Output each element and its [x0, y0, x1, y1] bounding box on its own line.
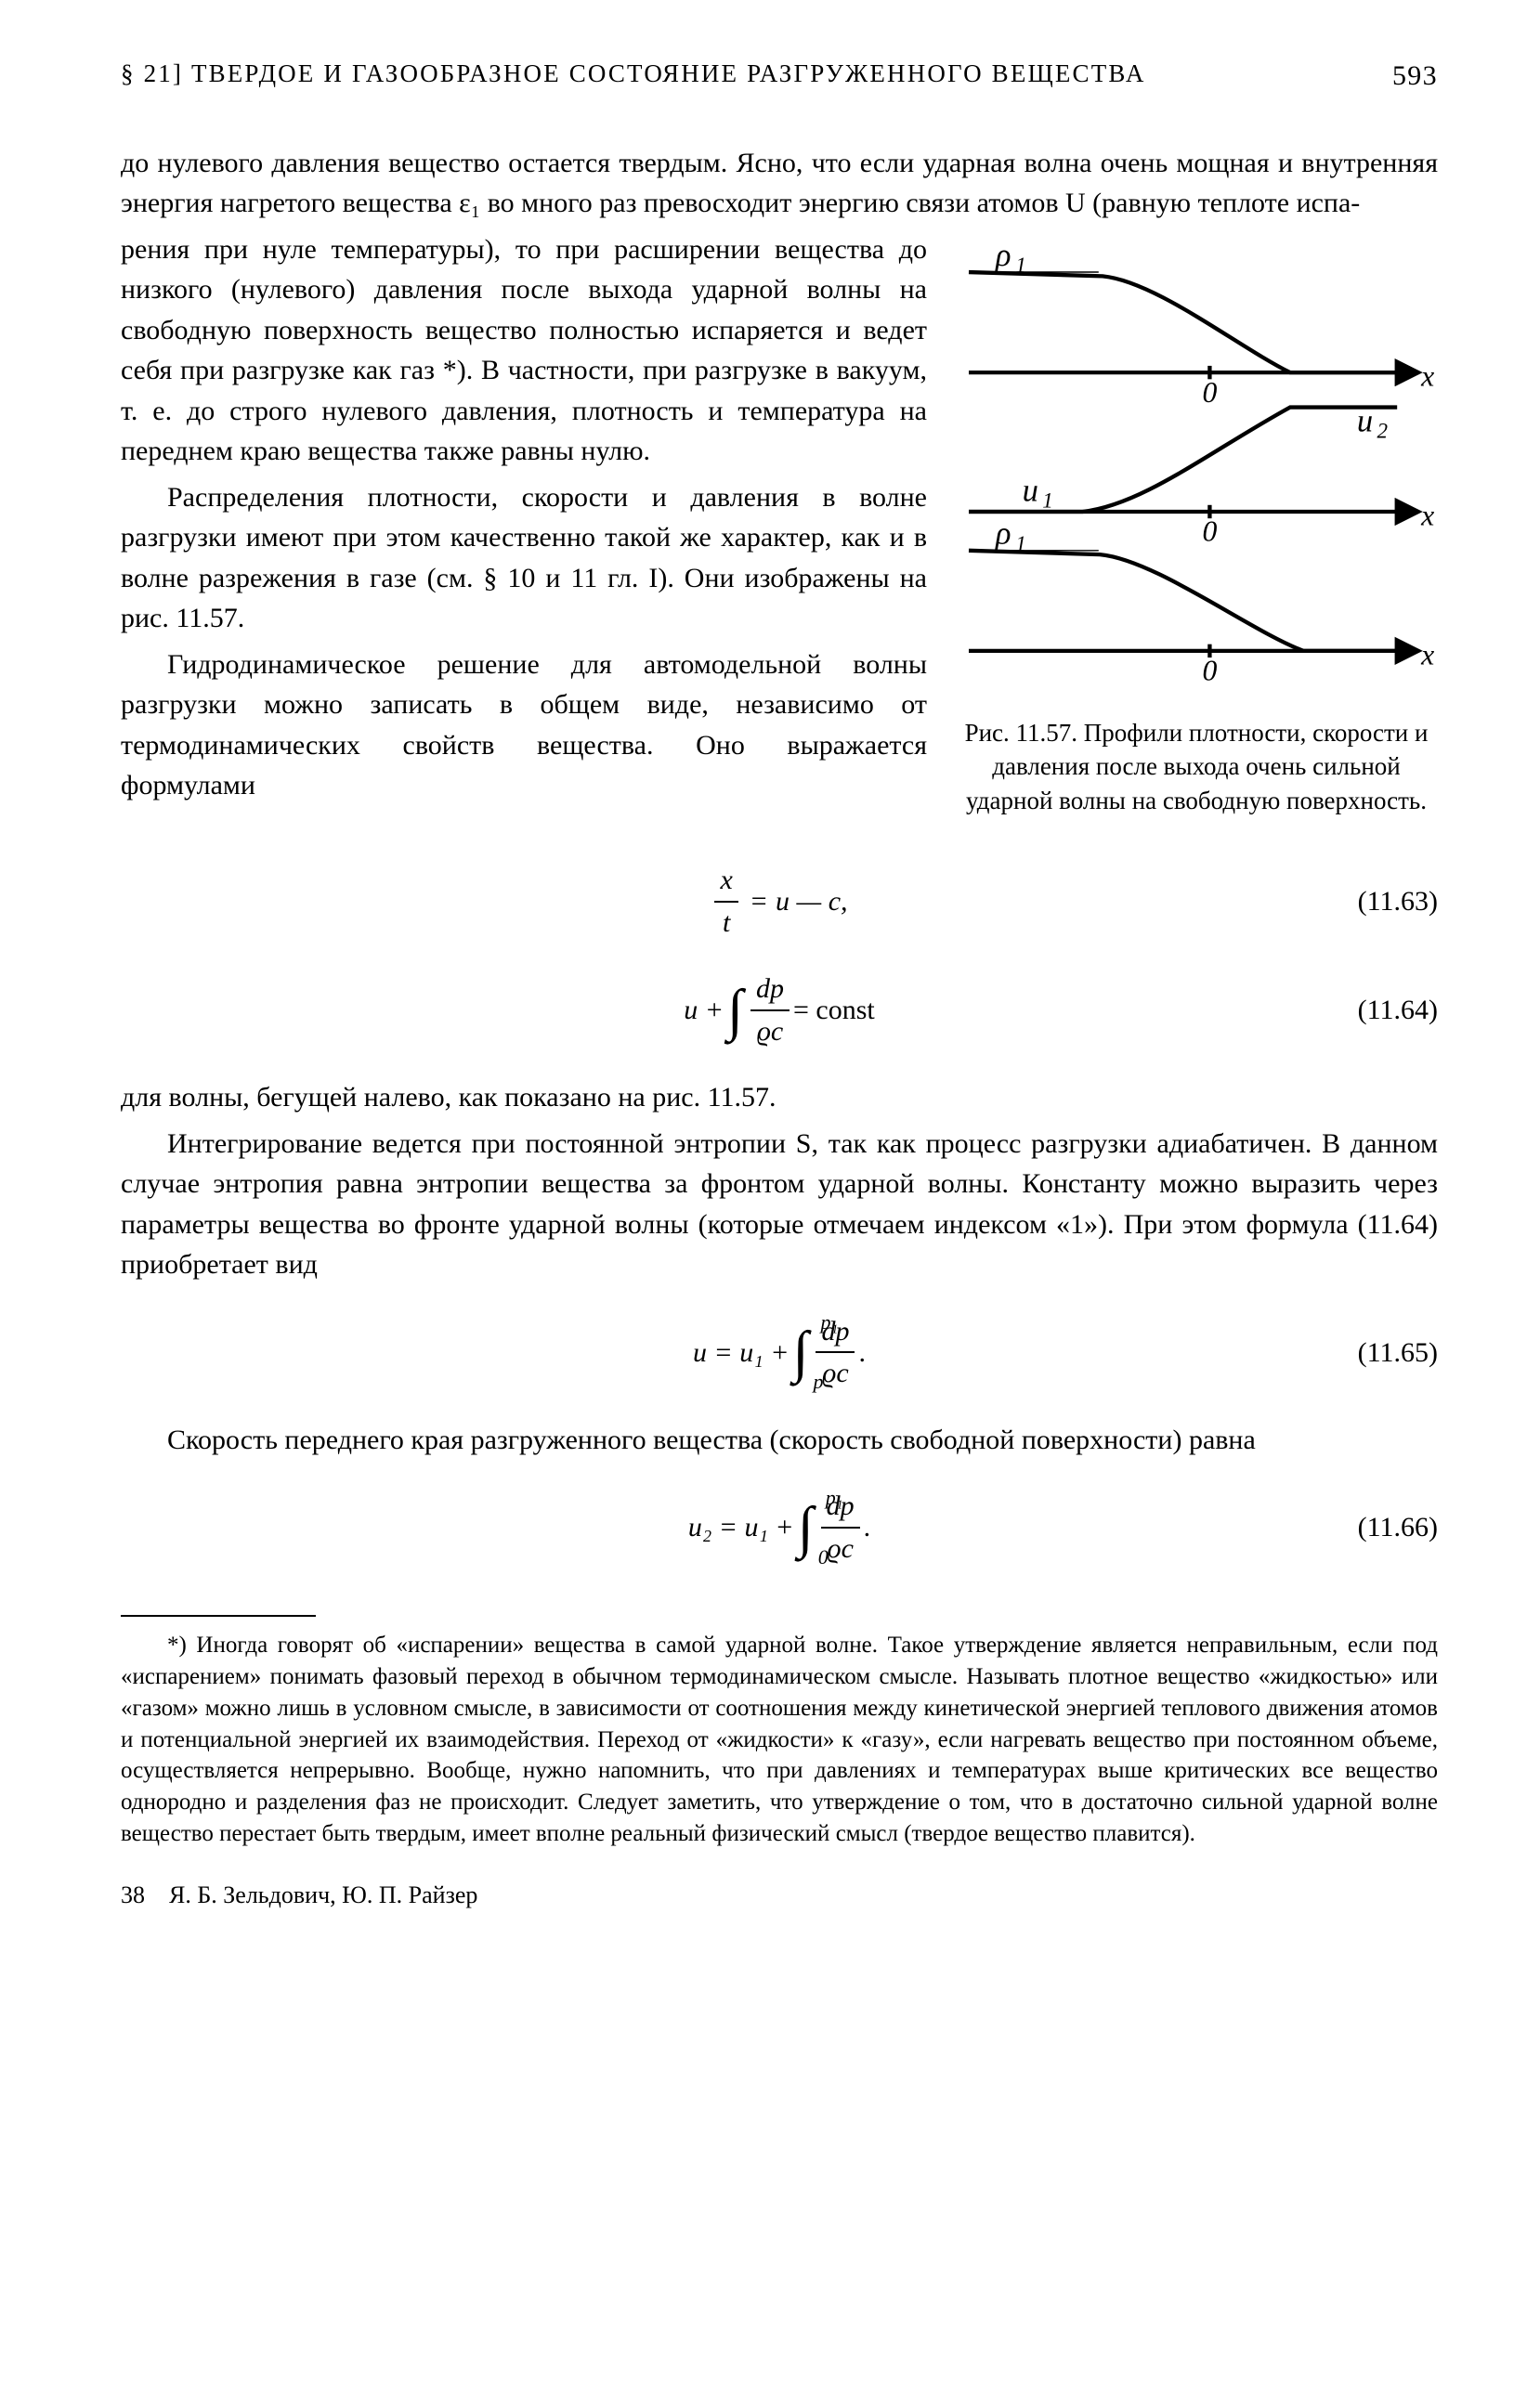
svg-text:2: 2	[1377, 418, 1389, 442]
eq64-fnum: dp	[750, 969, 790, 1011]
eq65-number: (11.65)	[1358, 1333, 1438, 1373]
eq64-rhs: = const	[793, 990, 875, 1031]
eq65-lhs: u = u₁ +	[693, 1333, 789, 1373]
svg-text:u: u	[1023, 473, 1038, 508]
equation-11-65: u = u₁ + ∫ p₁ p dp ϱc . (11.65)	[121, 1311, 1438, 1394]
svg-text:ρ: ρ	[995, 515, 1011, 551]
equation-11-64: u + ∫ dp ϱc = const (11.64)	[121, 969, 1438, 1051]
footer-signature: 38	[121, 1881, 145, 1908]
paragraph-5: для волны, бегущей налево, как показано …	[121, 1077, 1438, 1118]
svg-text:u: u	[1357, 403, 1373, 438]
svg-text:0: 0	[1202, 375, 1217, 408]
running-header: § 21] ТВЕРДОЕ И ГАЗООБРАЗНОЕ СОСТОЯНИЕ Р…	[121, 56, 1438, 97]
eq63-number: (11.63)	[1358, 881, 1438, 922]
eq64-number: (11.64)	[1358, 990, 1438, 1031]
eq66-lhs: u₂ = u₁ +	[688, 1507, 794, 1548]
paragraph-1: до нулевого давления вещество остается т…	[121, 143, 1438, 224]
eq63-num: x	[714, 860, 737, 903]
figure-svg: 0xρ10xu1u20xρ1	[955, 239, 1438, 694]
svg-text:0: 0	[1202, 514, 1217, 547]
eq66-number: (11.66)	[1358, 1507, 1438, 1548]
equation-11-66: u₂ = u₁ + ∫ p₁ 0 dp ϱc . (11.66)	[121, 1486, 1438, 1568]
footnote: *) Иногда говорят об «испарении» веществ…	[121, 1630, 1438, 1849]
eq64-lhs: u +	[684, 990, 724, 1031]
eq66-up: p₁	[826, 1488, 843, 1508]
svg-text:1: 1	[1015, 253, 1026, 277]
page: § 21] ТВЕРДОЕ И ГАЗООБРАЗНОЕ СОСТОЯНИЕ Р…	[0, 0, 1540, 1968]
eq65-lo: p	[813, 1372, 823, 1392]
svg-text:1: 1	[1015, 530, 1026, 554]
header-section: § 21] ТВЕРДОЕ И ГАЗООБРАЗНОЕ СОСТОЯНИЕ Р…	[121, 56, 1146, 97]
footnote-rule	[121, 1615, 316, 1617]
paragraph-6: Интегрирование ведется при постоянной эн…	[121, 1124, 1438, 1285]
svg-text:ρ: ρ	[995, 239, 1011, 273]
eq64-fden: ϱc	[750, 1011, 790, 1052]
eq63-rhs: u — c,	[776, 881, 848, 922]
wrap-text-figure: 0xρ10xu1u20xρ1 Рис. 11.57. Профили плотн…	[121, 229, 1438, 835]
eq63-den: t	[714, 903, 737, 944]
figure-caption: Рис. 11.57. Профили плотности, скорости …	[955, 716, 1438, 817]
svg-text:0: 0	[1202, 654, 1217, 686]
svg-text:x: x	[1420, 638, 1434, 670]
header-page-number: 593	[1392, 56, 1438, 97]
equation-11-63: x t = u — c, (11.63)	[121, 860, 1438, 943]
svg-text:x: x	[1420, 499, 1434, 531]
paragraph-7: Скорость переднего края разгруженного ве…	[121, 1420, 1438, 1461]
figure-11-57: 0xρ10xu1u20xρ1 Рис. 11.57. Профили плотн…	[955, 239, 1438, 818]
eq66-lo: 0	[818, 1547, 829, 1568]
page-footer: 38 Я. Б. Зельдович, Ю. П. Райзер	[121, 1878, 1438, 1913]
footer-authors: Я. Б. Зельдович, Ю. П. Райзер	[169, 1881, 477, 1908]
eq65-up: p₁	[820, 1312, 838, 1333]
eq66-rhs: .	[864, 1507, 871, 1548]
eq65-rhs: .	[858, 1333, 866, 1373]
svg-text:x: x	[1420, 359, 1434, 392]
svg-text:1: 1	[1042, 488, 1053, 512]
